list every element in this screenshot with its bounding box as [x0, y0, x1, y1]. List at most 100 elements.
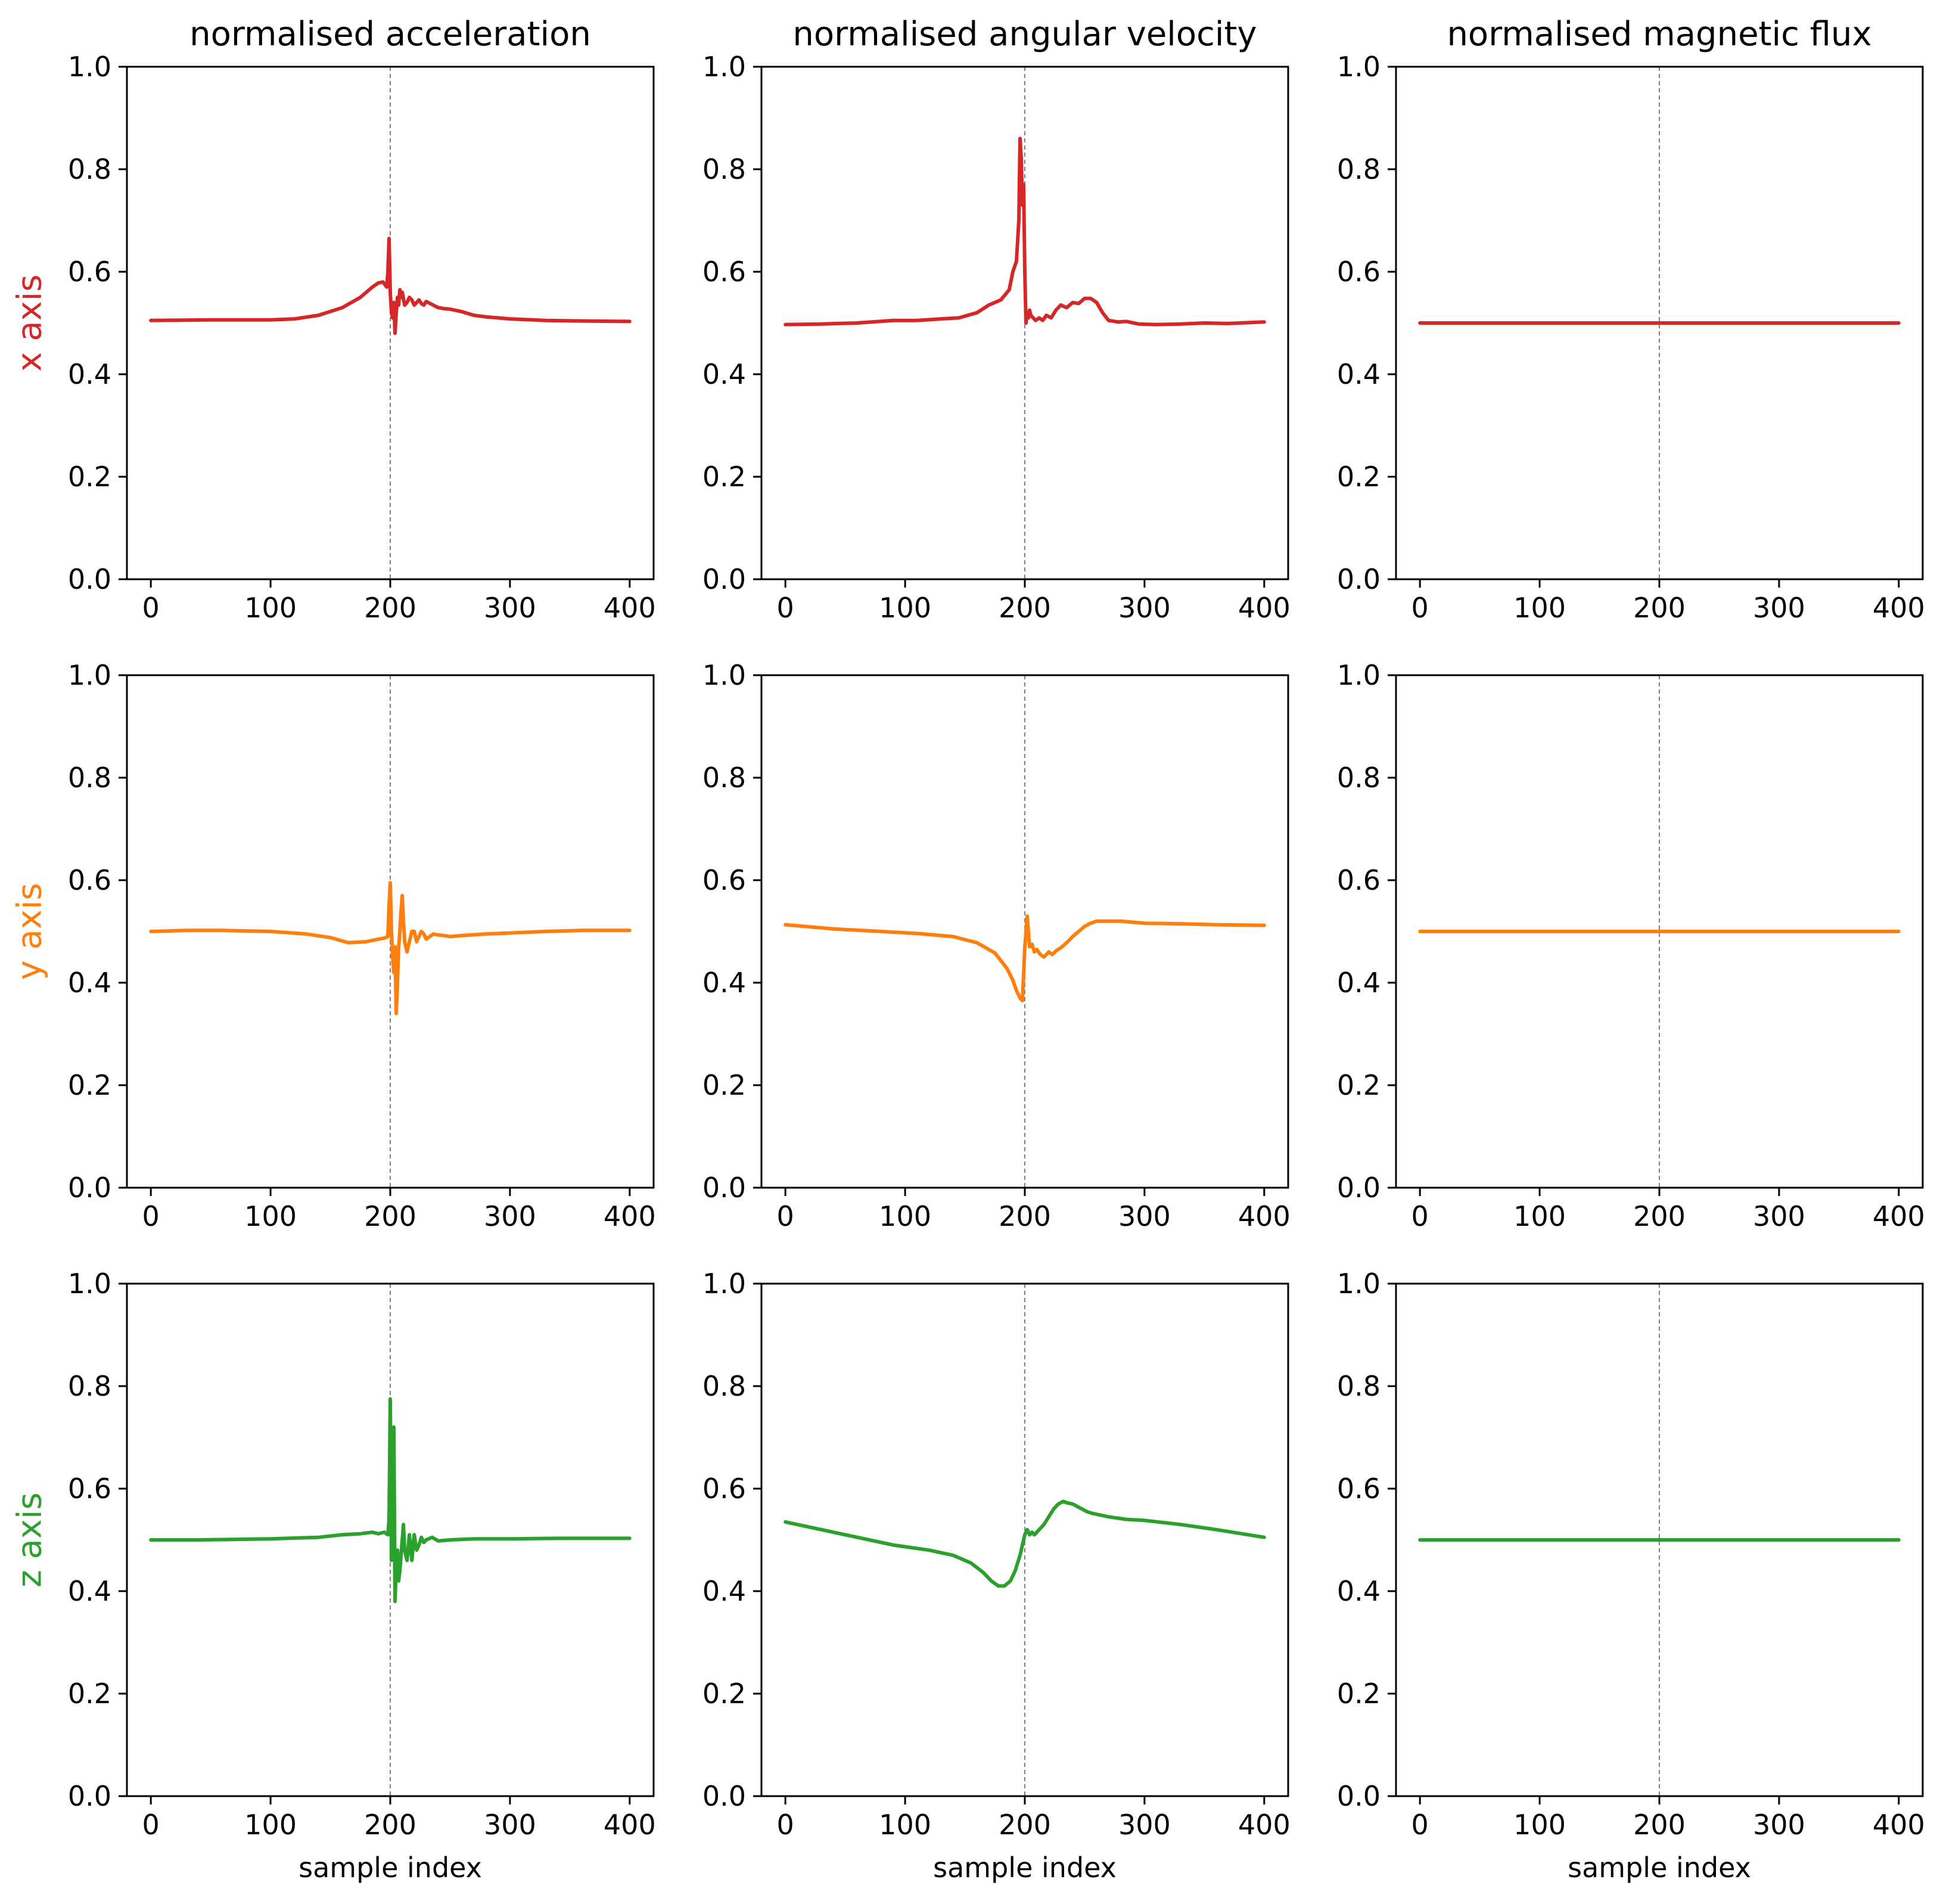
- row-label-1: y axis: [11, 883, 49, 980]
- y-tick-label: 0.4: [702, 1575, 746, 1607]
- y-tick-label: 0.0: [1337, 1780, 1381, 1812]
- x-tick-label: 300: [484, 1809, 536, 1841]
- y-tick-label: 0.6: [68, 256, 111, 288]
- y-tick-label: 0.6: [702, 1473, 746, 1505]
- y-tick-label: 0.2: [68, 1069, 111, 1101]
- x-tick-label: 0: [142, 1200, 160, 1232]
- x-tick-label: 400: [1238, 592, 1291, 624]
- y-tick-label: 0.6: [1337, 864, 1381, 896]
- x-tick-label: 0: [1411, 592, 1429, 624]
- y-tick-label: 0.2: [1337, 1069, 1381, 1101]
- y-tick-label: 0.2: [702, 1069, 746, 1101]
- series-line-z-axis: [149, 1397, 632, 1604]
- x-tick-label: 0: [1411, 1809, 1429, 1841]
- panel-r1-c2: 0.0 0.2 0.4 0.6 0.8 1.0 0 100 200 300 400: [1337, 659, 1925, 1232]
- x-tick-label: 300: [484, 1200, 536, 1232]
- series-line-y-axis: [149, 881, 632, 1015]
- y-tick-label: 0.0: [702, 1172, 746, 1204]
- x-axis-label: sample index: [933, 1852, 1117, 1884]
- panel-r2-c1: 0.0 0.2 0.4 0.6 0.8 1.0 0 100 200 300 400 sample in…: [702, 1268, 1291, 1884]
- y-tick-label: 0.6: [1337, 256, 1381, 288]
- x-tick-label: 300: [1753, 592, 1805, 624]
- column-title-1: normalised angular velocity: [792, 15, 1257, 54]
- y-tick-label: 0.0: [68, 1172, 111, 1204]
- x-tick-label: 200: [1633, 592, 1686, 624]
- y-tick-label: 0.8: [702, 153, 746, 185]
- x-axis-label: sample index: [299, 1852, 482, 1884]
- x-tick-label: 400: [604, 1200, 656, 1232]
- y-tick-label: 0.4: [1337, 358, 1381, 390]
- y-tick-label: 0.8: [702, 762, 746, 794]
- x-tick-label: 0: [142, 592, 160, 624]
- y-tick-label: 0.4: [68, 1575, 111, 1607]
- y-tick-label: 0.8: [1337, 153, 1381, 185]
- series-line-x-axis: [783, 136, 1266, 327]
- x-tick-label: 300: [1118, 1809, 1171, 1841]
- y-tick-label: 0.2: [702, 1678, 746, 1710]
- x-tick-label: 300: [484, 592, 536, 624]
- x-tick-label: 0: [777, 1809, 794, 1841]
- x-tick-label: 200: [999, 1809, 1051, 1841]
- x-tick-label: 200: [999, 592, 1051, 624]
- y-tick-label: 1.0: [68, 1268, 111, 1300]
- x-tick-label: 0: [1411, 1200, 1429, 1232]
- x-tick-label: 400: [1873, 592, 1925, 624]
- x-tick-label: 100: [879, 592, 931, 624]
- column-title-2: normalised magnetic flux: [1447, 15, 1871, 54]
- x-tick-label: 100: [1513, 592, 1566, 624]
- x-tick-label: 400: [1238, 1809, 1291, 1841]
- y-tick-label: 1.0: [1337, 659, 1381, 691]
- y-tick-label: 0.0: [1337, 1172, 1381, 1204]
- x-tick-label: 200: [1633, 1809, 1686, 1841]
- x-tick-label: 0: [777, 592, 794, 624]
- x-tick-label: 200: [364, 1809, 416, 1841]
- x-tick-label: 200: [364, 1200, 416, 1232]
- y-tick-label: 0.8: [1337, 1370, 1381, 1402]
- x-tick-label: 0: [142, 1809, 160, 1841]
- y-tick-label: 0.0: [68, 563, 111, 595]
- x-tick-label: 400: [1873, 1200, 1925, 1232]
- y-tick-label: 1.0: [702, 51, 746, 83]
- y-tick-label: 0.4: [702, 967, 746, 999]
- panel-r0-c2: 0.0 0.2 0.4 0.6 0.8 1.0 0 100 200 300 400: [1337, 51, 1925, 624]
- x-tick-label: 300: [1118, 1200, 1171, 1232]
- x-tick-label: 100: [879, 1200, 931, 1232]
- y-tick-label: 0.2: [1337, 1678, 1381, 1710]
- x-tick-label: 400: [1238, 1200, 1291, 1232]
- y-tick-label: 0.8: [68, 762, 111, 794]
- column-title-0: normalised acceleration: [189, 15, 591, 54]
- row-label-2: z axis: [11, 1492, 49, 1587]
- x-tick-label: 100: [244, 592, 297, 624]
- x-tick-label: 300: [1118, 592, 1171, 624]
- x-tick-label: 300: [1753, 1200, 1805, 1232]
- x-tick-label: 200: [364, 592, 416, 624]
- y-tick-label: 0.0: [702, 1780, 746, 1812]
- panel-r0-c1: 0.0 0.2 0.4 0.6 0.8 1.0 0 100 200 300 400: [702, 51, 1291, 624]
- panel-r2-c2: 0.0 0.2 0.4 0.6 0.8 1.0 0 100 200 300 400 sample in…: [1337, 1268, 1925, 1884]
- x-tick-label: 100: [1513, 1200, 1566, 1232]
- y-tick-label: 0.4: [1337, 967, 1381, 999]
- x-tick-label: 200: [999, 1200, 1051, 1232]
- series-line-x-axis: [149, 237, 632, 336]
- x-axis-label: sample index: [1568, 1852, 1751, 1884]
- x-tick-label: 400: [1873, 1809, 1925, 1841]
- y-tick-label: 0.4: [68, 967, 111, 999]
- y-tick-label: 1.0: [68, 659, 111, 691]
- series-line-y-axis: [783, 914, 1266, 1003]
- y-tick-label: 0.8: [68, 1370, 111, 1402]
- y-tick-label: 0.6: [68, 864, 111, 896]
- panel-r1-c1: 0.0 0.2 0.4 0.6 0.8 1.0 0 100 200 300 400: [702, 659, 1291, 1232]
- y-tick-label: 0.6: [1337, 1473, 1381, 1505]
- y-tick-label: 0.2: [1337, 461, 1381, 493]
- y-tick-label: 0.6: [68, 1473, 111, 1505]
- y-tick-label: 0.2: [68, 461, 111, 493]
- y-tick-label: 1.0: [702, 659, 746, 691]
- y-tick-label: 0.6: [702, 864, 746, 896]
- x-tick-label: 200: [1633, 1200, 1686, 1232]
- y-tick-label: 1.0: [68, 51, 111, 83]
- panel-r2-c0: 0.0 0.2 0.4 0.6 0.8 1.0 0 100 200 300 400 sample in…: [68, 1268, 656, 1884]
- x-tick-label: 100: [879, 1809, 931, 1841]
- y-tick-label: 1.0: [1337, 1268, 1381, 1300]
- y-tick-label: 0.8: [702, 1370, 746, 1402]
